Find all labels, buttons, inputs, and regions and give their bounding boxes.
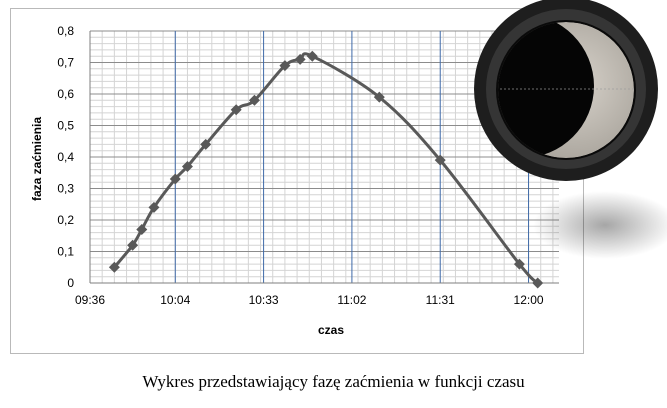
data-point-marker — [181, 160, 193, 172]
eclipse-phase-chart: 0 0,1 0,2 0,3 0,4 0,5 0,6 0,7 0,8 09:36 10:04 10:3… — [30, 24, 559, 337]
x-axis-label: czas — [318, 323, 344, 337]
data-point-marker — [434, 154, 446, 166]
data-point-marker — [230, 104, 242, 116]
data-point-marker — [294, 53, 306, 65]
y-tick-label: 0,1 — [57, 245, 74, 259]
data-point-marker — [136, 223, 148, 235]
x-tick-labels: 09:36 10:04 10:33 11:02 11:31 12:00 — [75, 293, 544, 307]
y-tick-label: 0,6 — [57, 87, 74, 101]
y-tick-label: 0,2 — [57, 213, 74, 227]
data-point-marker — [169, 173, 181, 185]
x-tick-label: 12:00 — [514, 293, 544, 307]
y-tick-label: 0,3 — [57, 182, 74, 196]
data-point-marker — [248, 94, 260, 106]
x-tick-label: 10:33 — [249, 293, 279, 307]
y-tick-label: 0 — [67, 276, 74, 290]
y-tick-label: 0,4 — [57, 150, 74, 164]
x-tick-label: 10:04 — [160, 293, 190, 307]
data-point-marker — [279, 60, 291, 72]
chart-frame: 0 0,1 0,2 0,3 0,4 0,5 0,6 0,7 0,8 09:36 10:04 10:3… — [10, 8, 584, 354]
figure-caption: Wykres przedstawiający fazę zaćmienia w … — [142, 372, 525, 391]
x-tick-label: 09:36 — [75, 293, 105, 307]
axes — [89, 31, 559, 284]
y-tick-label: 0,8 — [57, 24, 74, 38]
x-tick-label: 11:02 — [337, 293, 366, 307]
data-point-marker — [200, 138, 212, 150]
data-point-marker — [532, 277, 544, 289]
y-tick-label: 0,7 — [57, 56, 74, 70]
y-tick-label: 0,5 — [57, 119, 74, 133]
series-markers — [108, 50, 544, 289]
data-point-marker — [148, 201, 160, 213]
y-axis-label: faza zaćmienia — [30, 117, 44, 201]
x-tick-label: 11:31 — [426, 293, 455, 307]
data-point-marker — [373, 91, 385, 103]
data-point-marker — [513, 258, 525, 270]
data-point-marker — [108, 261, 120, 273]
y-tick-labels: 0 0,1 0,2 0,3 0,4 0,5 0,6 0,7 0,8 — [57, 24, 74, 290]
data-point-marker — [306, 50, 318, 62]
